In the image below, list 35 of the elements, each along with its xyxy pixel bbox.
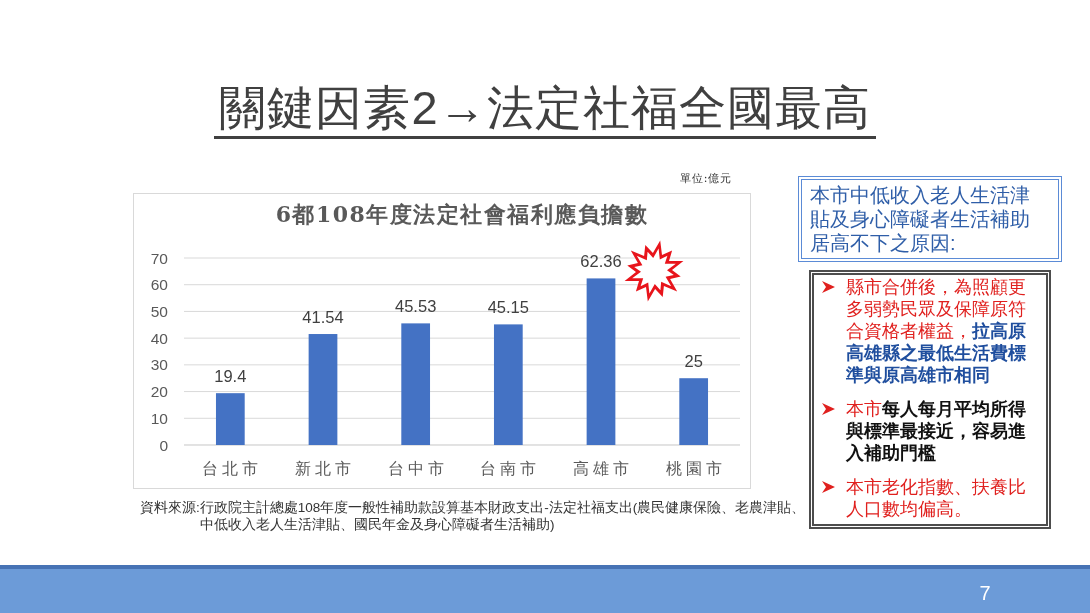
x-tick-label: 台南市 <box>480 459 541 478</box>
y-tick-label: 40 <box>150 329 169 347</box>
data-label: 45.53 <box>395 297 437 316</box>
bar <box>308 334 338 445</box>
y-tick-label: 60 <box>150 276 169 294</box>
data-label: 19.4 <box>214 367 247 386</box>
data-label: 25 <box>684 352 703 371</box>
chart-subtitle: 6都108年度法定社會福利應負擔數 <box>275 201 649 227</box>
source-note: 資料來源:行政院主計總處108年度一般性補助款設算基本財政支出-法定社福支出(農民健康保險、老農津貼、中低收入老人生活津貼、國民年金及身心障礙者生活補助) <box>140 500 806 532</box>
bar <box>586 278 616 445</box>
x-tick-label: 台中市 <box>387 459 448 478</box>
data-label: 62.36 <box>580 252 622 271</box>
y-tick-label: 0 <box>159 436 169 454</box>
x-tick-label: 桃園市 <box>665 459 726 478</box>
y-tick-label: 50 <box>150 302 169 320</box>
bar <box>401 323 431 445</box>
chart-title: 關鍵因素2→法定社福全國最高 <box>219 81 871 134</box>
text: 單位:億元 <box>679 172 733 185</box>
x-tick-label: 台北市 <box>202 459 263 478</box>
y-tick-label: 30 <box>150 356 169 374</box>
text: 7 <box>979 582 991 604</box>
y-tick-label: 10 <box>150 409 169 427</box>
text: 本市每人每月平均所得與標準最接近，容易進入補助門檻 <box>846 399 1026 463</box>
text: 本市中低收入老人生活津貼及身心障礙者生活補助居高不下之原因: <box>810 184 1030 254</box>
text: 縣市合併後，為照顧更多弱勢民眾及保障原符合資格者權益，拉高原高雄縣之最低生活費標準與原高雄市相同 <box>846 277 1026 385</box>
bar <box>215 393 245 445</box>
text: 本市老化指數、扶養比人口數均偏高。 <box>846 477 1026 519</box>
x-tick-label: 高雄市 <box>573 459 633 478</box>
x-tick-label: 新北市 <box>295 459 355 478</box>
bar <box>493 324 523 445</box>
y-tick-label: 70 <box>150 249 169 267</box>
data-label: 45.15 <box>487 298 529 317</box>
y-tick-label: 20 <box>150 383 169 401</box>
data-label: 41.54 <box>302 308 344 327</box>
bar <box>679 378 709 445</box>
